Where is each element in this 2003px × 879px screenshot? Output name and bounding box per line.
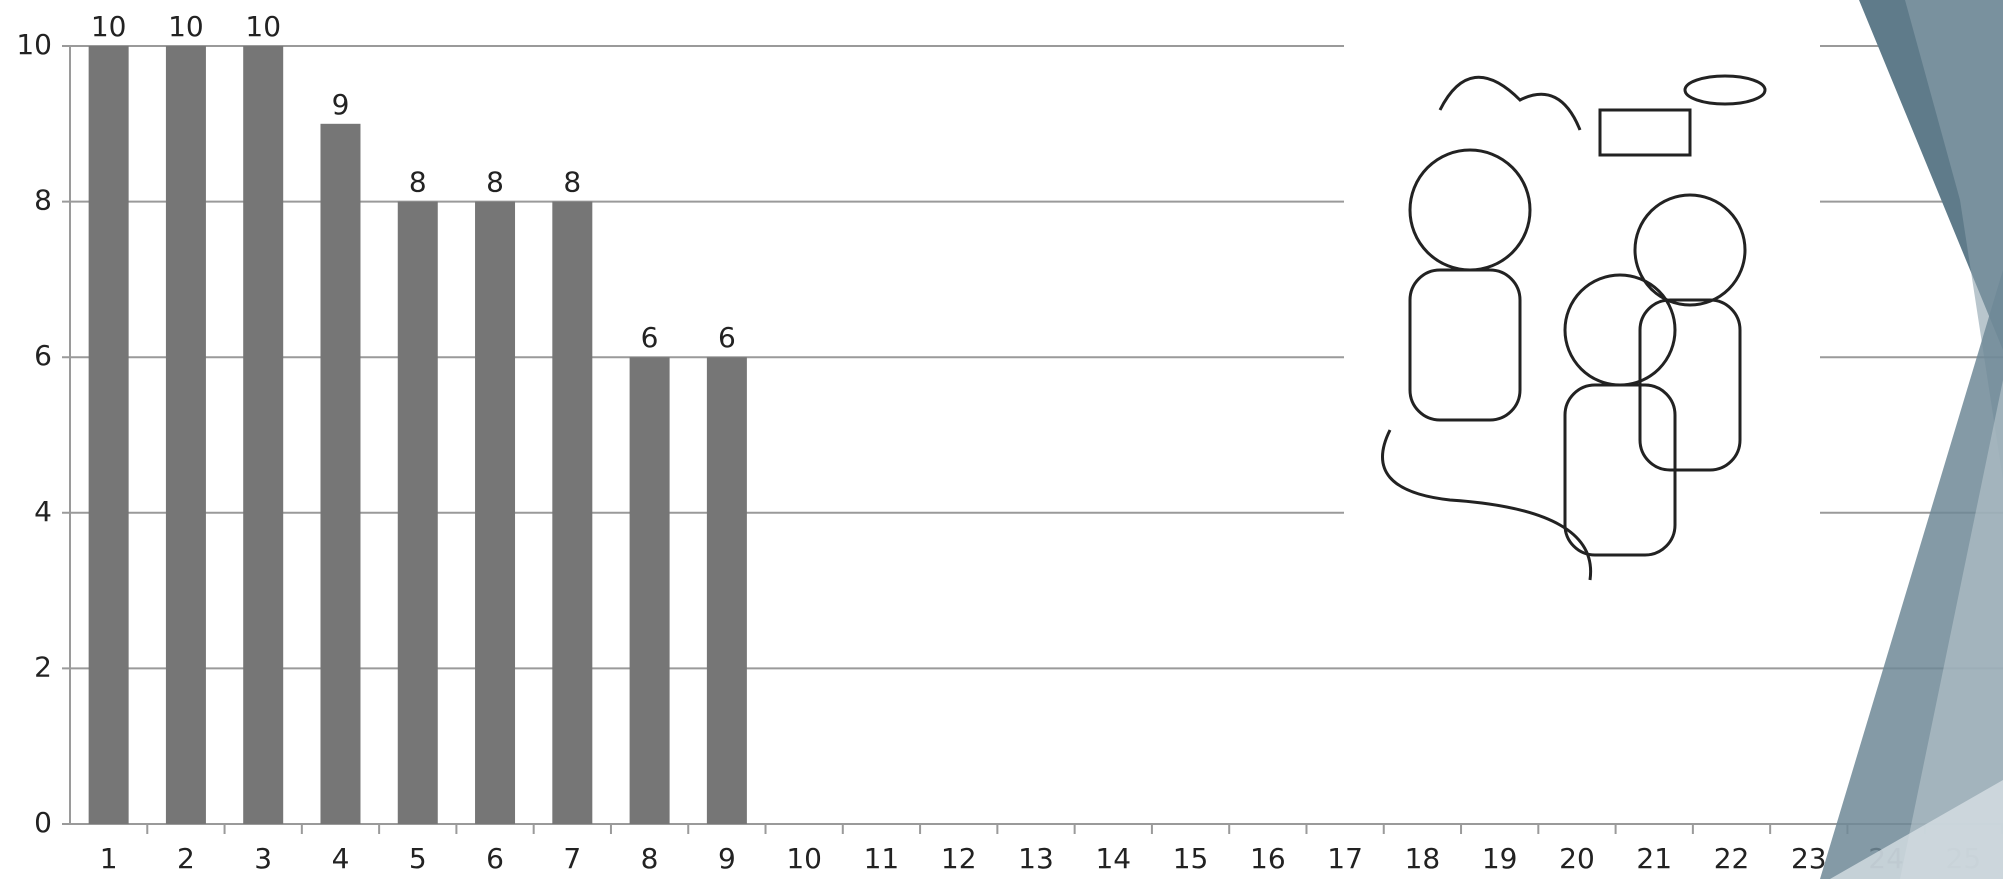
bar [475, 201, 516, 825]
data-label: 8 [563, 166, 581, 199]
pig-body [1563, 383, 1677, 557]
x-tick-label: 3 [254, 842, 272, 875]
y-tick-label: 8 [34, 184, 52, 217]
x-tick-label: 1 [100, 842, 118, 875]
bar [88, 46, 129, 824]
data-label: 6 [641, 321, 659, 354]
y-tick-label: 6 [34, 339, 52, 372]
x-tick-label: 19 [1482, 842, 1518, 875]
x-tick-label: 9 [718, 842, 736, 875]
decor-shape [1830, 780, 2003, 879]
cloud [1683, 74, 1767, 106]
x-tick-label: 12 [941, 842, 977, 875]
data-label: 10 [91, 10, 127, 43]
pigs-drawing [1381, 74, 1767, 581]
bar [165, 46, 206, 824]
data-label: 6 [718, 321, 736, 354]
bar [552, 201, 593, 825]
x-tick-label: 22 [1714, 842, 1750, 875]
slide-decoration [1820, 0, 2003, 879]
x-tick-label: 18 [1405, 842, 1441, 875]
x-tick-label: 15 [1173, 842, 1209, 875]
data-label: 8 [486, 166, 504, 199]
x-tick-label: 21 [1636, 842, 1672, 875]
x-tick-label: 5 [409, 842, 427, 875]
bricks [1598, 108, 1692, 157]
x-tick-label: 7 [563, 842, 581, 875]
x-tick-label: 10 [786, 842, 822, 875]
path [1381, 429, 1593, 581]
bar [706, 357, 747, 824]
x-tick-label: 6 [486, 842, 504, 875]
bar [629, 357, 670, 824]
picture-background [1344, 30, 1820, 602]
y-tick-label: 4 [34, 495, 52, 528]
pig-body [1408, 268, 1522, 422]
decor-shape [1900, 380, 2003, 879]
x-tick-label: 8 [641, 842, 659, 875]
y-tick-label: 2 [34, 650, 52, 683]
x-tick-label: 16 [1250, 842, 1286, 875]
x-tick-label: 23 [1791, 842, 1827, 875]
bar [320, 123, 361, 825]
x-tick-label: 13 [1018, 842, 1054, 875]
decor-shape [1905, 0, 2003, 480]
x-tick-label: 17 [1327, 842, 1363, 875]
y-tick-label: 0 [34, 806, 52, 839]
data-label: 10 [168, 10, 204, 43]
x-tick-label: 20 [1559, 842, 1595, 875]
data-label: 10 [245, 10, 281, 43]
x-tick-label: 14 [1095, 842, 1131, 875]
bar [397, 201, 438, 825]
bar [243, 46, 284, 824]
data-label: 8 [409, 166, 427, 199]
tree [1438, 75, 1582, 131]
x-tick-label: 4 [332, 842, 350, 875]
pig-head [1633, 193, 1747, 307]
x-tick-label: 2 [177, 842, 195, 875]
y-tick-label: 10 [16, 28, 52, 61]
illustration [1344, 30, 1820, 602]
data-label: 9 [332, 88, 350, 121]
x-tick-label: 11 [864, 842, 900, 875]
